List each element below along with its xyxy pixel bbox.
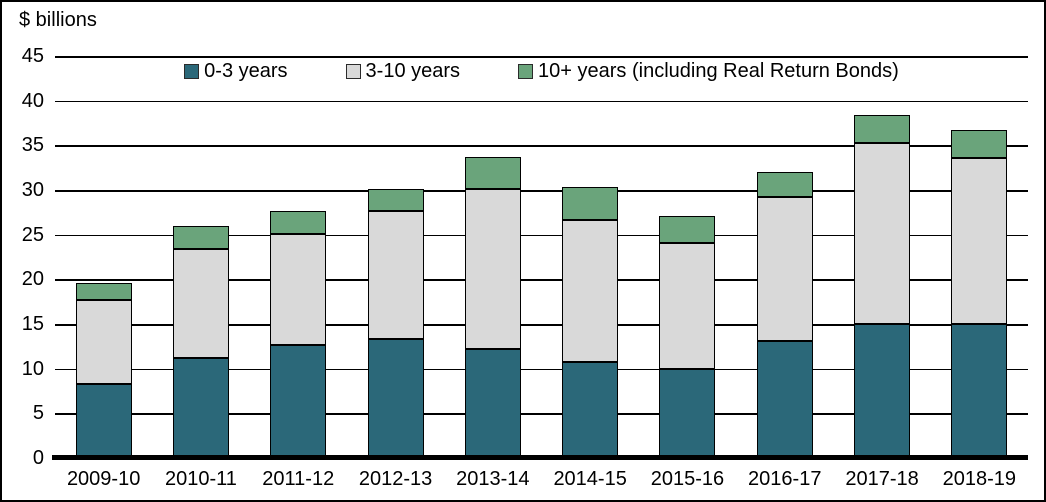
y-axis-labels: 0 5 10 15 20 25 30 35 40 45 — [2, 45, 47, 469]
gridline — [55, 190, 1028, 192]
y-tick-label: 10 — [21, 357, 44, 380]
bar-segment-0-3 — [854, 324, 911, 458]
x-tick-label: 2016-17 — [748, 468, 822, 490]
x-tick-label: 2013-14 — [456, 468, 530, 490]
legend-label: 3-10 years — [365, 60, 461, 82]
bar-segment-3-10 — [270, 233, 327, 346]
bar-segment-10+ — [367, 189, 424, 212]
bar-segment-10+ — [464, 156, 521, 190]
gridline — [55, 413, 1028, 415]
gridline — [55, 324, 1028, 326]
bar-2016-17 — [756, 172, 813, 458]
bar-segment-10+ — [562, 187, 619, 220]
bar-segment-0-3 — [270, 345, 327, 458]
x-tick-label: 2018-19 — [942, 468, 1017, 490]
x-tick-label: 2015-16 — [650, 468, 725, 490]
x-tick-label: 2014-15 — [553, 468, 627, 490]
bar-segment-10+ — [951, 130, 1008, 158]
bar-segment-0-3 — [172, 357, 229, 458]
bar-2009-10 — [75, 282, 132, 458]
y-tick-label: 45 — [21, 45, 44, 67]
legend: 0-3 years 3-10 years 10+ years (includin… — [55, 60, 1028, 83]
y-tick-label: 5 — [32, 402, 44, 425]
bar-2018-19 — [951, 130, 1008, 458]
axis-unit-label: $ billions — [19, 9, 97, 31]
gridline — [55, 100, 1028, 103]
legend-swatch-teal-icon — [184, 64, 200, 79]
legend-item-10-plus-years: 10+ years (including Real Return Bonds) — [518, 60, 899, 83]
gridline — [55, 145, 1028, 147]
bar-segment-10+ — [854, 114, 911, 143]
bar-2012-13 — [367, 189, 424, 458]
bar-segment-10+ — [75, 282, 132, 300]
bar-segment-0-3 — [464, 349, 521, 458]
bar-segment-10+ — [756, 172, 813, 198]
legend-swatch-green-icon — [518, 64, 534, 79]
bar-segment-0-3 — [75, 383, 132, 458]
x-tick-label: 2012-13 — [358, 468, 433, 490]
bar-segment-3-10 — [562, 219, 619, 363]
legend-item-3-10-years: 3-10 years — [345, 60, 461, 83]
y-tick-label: 0 — [32, 447, 44, 469]
bar-segment-3-10 — [464, 189, 521, 350]
x-axis-line — [52, 455, 1028, 460]
bar-segment-0-3 — [367, 339, 424, 458]
bar-2013-14 — [464, 156, 521, 458]
gridline — [55, 279, 1028, 281]
bar-2011-12 — [270, 211, 327, 458]
bar-segment-3-10 — [172, 248, 229, 358]
bar-segment-0-3 — [659, 368, 716, 458]
y-tick-label: 30 — [21, 179, 44, 201]
bar-segment-3-10 — [951, 157, 1008, 324]
bar-2010-11 — [172, 225, 229, 458]
x-tick-label: 2011-12 — [262, 468, 335, 490]
bar-segment-10+ — [172, 225, 229, 249]
bar-segment-0-3 — [756, 340, 813, 458]
bar-segment-10+ — [270, 211, 327, 234]
bar-segment-3-10 — [659, 242, 716, 369]
legend-label: 0-3 years — [204, 60, 288, 82]
x-axis-labels: 2009-10 2010-11 2011-12 2012-13 2013-14 2014-… — [2, 468, 1044, 496]
gridline — [55, 368, 1028, 371]
x-tick-label: 2017-18 — [845, 468, 919, 490]
bar-2015-16 — [659, 215, 716, 458]
y-tick-label: 40 — [21, 89, 44, 112]
legend-label: 10+ years (including Real Return Bonds) — [538, 60, 899, 82]
bar-segment-10+ — [659, 215, 716, 243]
legend-swatch-gray-icon — [345, 64, 361, 79]
bar-segment-0-3 — [951, 324, 1008, 458]
bar-segment-0-3 — [562, 362, 619, 458]
y-tick-label: 20 — [21, 268, 44, 291]
bar-segment-3-10 — [756, 197, 813, 341]
x-tick-label: 2010-11 — [164, 468, 237, 490]
gridline — [55, 56, 1028, 58]
legend-item-0-3-years: 0-3 years — [184, 60, 288, 83]
bar-2014-15 — [562, 187, 619, 458]
bar-2017-18 — [854, 114, 911, 458]
y-tick-label: 25 — [21, 223, 44, 246]
x-tick-label: 2009-10 — [66, 468, 141, 490]
y-tick-label: 35 — [21, 134, 44, 157]
bar-segment-3-10 — [854, 142, 911, 324]
y-tick-label: 15 — [21, 313, 44, 335]
bar-segment-3-10 — [367, 211, 424, 340]
gridline — [55, 234, 1028, 237]
plot-area — [52, 56, 1028, 460]
bar-segment-3-10 — [75, 299, 132, 384]
